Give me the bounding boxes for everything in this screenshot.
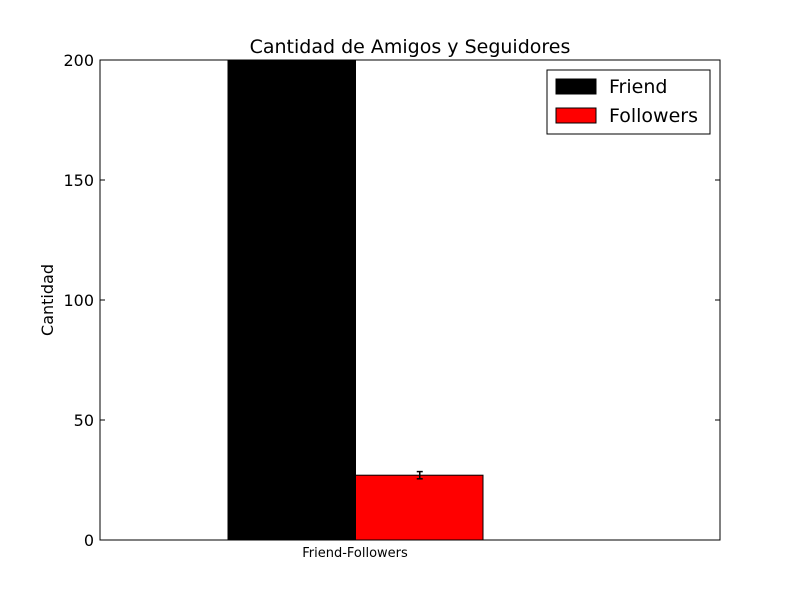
x-tick-label: Friend-Followers: [302, 546, 408, 561]
y-tick-label: 100: [63, 291, 94, 310]
legend-label-friend: Friend: [609, 76, 667, 98]
legend-label-followers: Followers: [609, 105, 698, 127]
legend-swatch-friend: [555, 78, 597, 95]
bar-friend-0: [227, 59, 356, 541]
y-tick-label: 50: [74, 411, 94, 430]
y-tick-label: 150: [63, 171, 94, 190]
y-tick-label: 200: [63, 51, 94, 70]
legend-swatch-followers: [555, 107, 597, 124]
plot-area: Friend-Followers 0 50 100 150 200: [63, 51, 721, 561]
legend: Friend Followers: [546, 69, 711, 135]
y-tick-label: 0: [84, 531, 94, 550]
bar-followers-0: [355, 474, 484, 541]
y-axis-label: Cantidad: [38, 264, 57, 336]
chart-title: Cantidad de Amigos y Seguidores: [250, 36, 571, 58]
